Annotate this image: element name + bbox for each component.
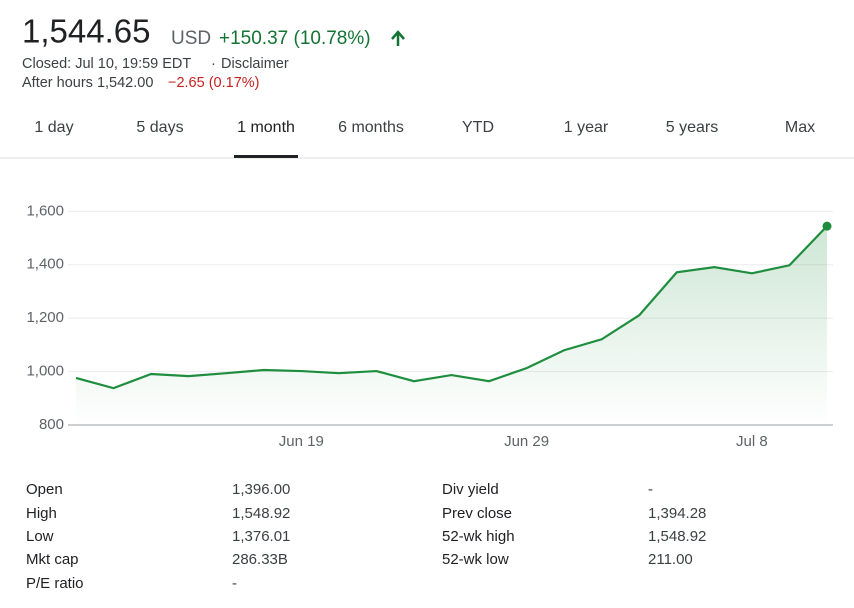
y-tick-label: 800	[39, 416, 64, 433]
x-tick-label: Jul 8	[736, 433, 768, 450]
closed-time: Closed: Jul 10, 19:59 EDT	[22, 56, 191, 72]
stat-value: -	[648, 481, 653, 498]
tab-underline	[234, 155, 298, 158]
tab[interactable]: 6 months	[338, 119, 404, 136]
stat-value: -	[232, 575, 237, 592]
stat-label: Div yield	[442, 481, 499, 498]
area-fill	[76, 226, 827, 425]
tab[interactable]: 1 year	[564, 119, 609, 136]
y-tick-label: 1,200	[26, 309, 64, 326]
price: 1,544.65	[22, 13, 150, 50]
tab[interactable]: 1 month	[237, 119, 295, 136]
stat-label: Open	[26, 481, 63, 498]
stat-value: 1,394.28	[648, 505, 706, 522]
stat-label: 52-wk low	[442, 551, 509, 568]
y-tick-label: 1,400	[26, 256, 64, 273]
separator: ·	[211, 56, 216, 72]
stat-label: Low	[26, 528, 54, 545]
stat-label: High	[26, 505, 57, 522]
last-point	[822, 221, 832, 231]
tab[interactable]: 5 years	[666, 119, 718, 136]
x-tick-label: Jun 19	[279, 433, 324, 450]
stat-value: 1,548.92	[648, 528, 706, 545]
stat-label: P/E ratio	[26, 575, 84, 592]
change: +150.37 (10.78%)	[219, 28, 371, 49]
y-tick-label: 1,000	[26, 363, 64, 380]
stat-value: 1,548.92	[232, 505, 290, 522]
stat-label: Prev close	[442, 505, 512, 522]
tab[interactable]: Max	[785, 119, 815, 136]
after-hours: After hours 1,542.00	[22, 75, 153, 91]
price-line	[75, 225, 828, 390]
stat-value: 1,376.01	[232, 528, 290, 545]
tab[interactable]: 1 day	[34, 119, 73, 136]
tab[interactable]: YTD	[462, 119, 494, 136]
y-tick-label: 1,600	[26, 202, 64, 219]
after-hours-change: −2.65 (0.17%)	[168, 75, 260, 91]
currency: USD	[171, 28, 211, 49]
stat-value: 286.33B	[232, 551, 288, 568]
x-tick-label: Jun 29	[504, 433, 549, 450]
up-arrow	[391, 30, 405, 46]
stat-value: 211.00	[648, 551, 693, 568]
stat-value: 1,396.00	[232, 481, 290, 498]
stat-label: 52-wk high	[442, 528, 515, 545]
disclaimer-link[interactable]: Disclaimer	[221, 56, 289, 72]
tab[interactable]: 5 days	[136, 119, 183, 136]
stat-label: Mkt cap	[26, 551, 79, 568]
